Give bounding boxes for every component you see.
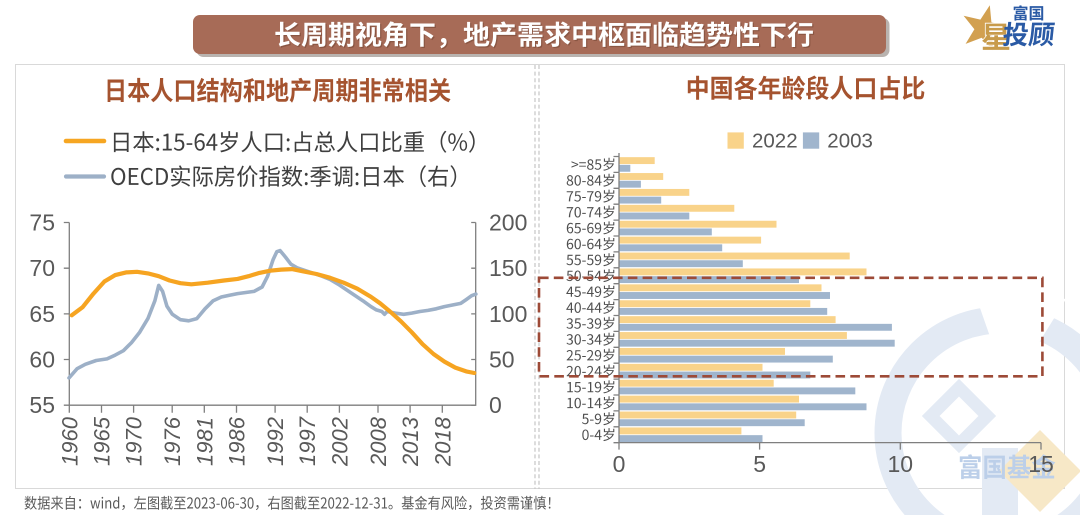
svg-text:1986: 1986 — [225, 416, 250, 466]
svg-text:200: 200 — [489, 210, 527, 236]
svg-text:65: 65 — [29, 301, 55, 327]
svg-text:2002: 2002 — [327, 417, 352, 467]
svg-text:1997: 1997 — [295, 416, 320, 466]
svg-text:60: 60 — [29, 347, 55, 373]
svg-text:0: 0 — [613, 451, 626, 477]
svg-text:70: 70 — [29, 255, 55, 281]
svg-text:2003: 2003 — [827, 130, 873, 153]
svg-text:150: 150 — [489, 255, 527, 281]
svg-text:55: 55 — [29, 392, 55, 418]
svg-text:1976: 1976 — [160, 416, 185, 466]
svg-text:1960: 1960 — [57, 416, 82, 466]
svg-text:2018: 2018 — [430, 416, 455, 467]
svg-text:2008: 2008 — [366, 416, 391, 467]
svg-text:10: 10 — [888, 451, 914, 477]
svg-text:2013: 2013 — [398, 416, 423, 467]
svg-text:15: 15 — [1028, 451, 1054, 477]
svg-text:2022: 2022 — [752, 130, 798, 153]
svg-text:50: 50 — [489, 347, 515, 373]
svg-text:1992: 1992 — [263, 417, 288, 466]
svg-text:0: 0 — [489, 392, 502, 418]
svg-text:1965: 1965 — [90, 416, 115, 466]
svg-text:1970: 1970 — [122, 416, 147, 466]
svg-text:5: 5 — [753, 451, 766, 477]
svg-text:75: 75 — [29, 210, 55, 236]
svg-text:100: 100 — [489, 301, 527, 327]
svg-text:1981: 1981 — [192, 417, 217, 466]
